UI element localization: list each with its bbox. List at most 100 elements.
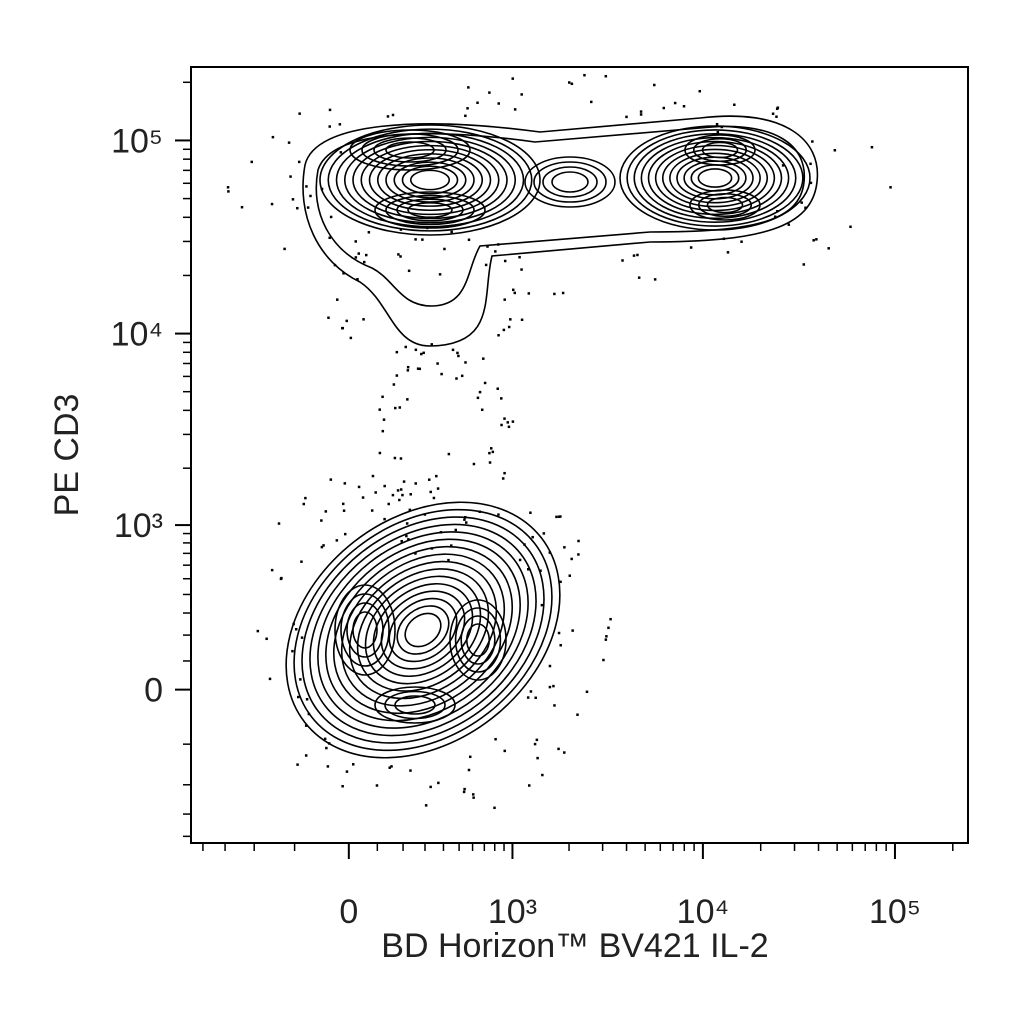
event [557,631,561,635]
contour [626,129,804,227]
x-tick-label: 10³ [488,893,537,931]
event [424,804,428,807]
event [501,477,505,480]
contour [309,523,537,737]
event [775,115,778,118]
contour [340,593,390,667]
contour [706,196,744,214]
contour [409,169,451,191]
plot-frame [190,66,969,844]
event [849,225,852,229]
event [299,678,302,681]
event [526,696,530,699]
event [343,532,347,536]
event [305,698,309,701]
event [625,115,628,119]
event [324,510,328,513]
event [527,292,531,295]
event [497,334,500,337]
event [602,658,605,662]
event [716,131,720,134]
contour [404,612,442,648]
event [327,316,330,319]
event [520,318,524,322]
event [559,644,562,647]
event [291,198,295,201]
contour [692,137,748,163]
event [497,513,500,516]
event [802,263,806,266]
event [296,206,299,210]
event [520,268,523,271]
event [568,574,572,577]
event [557,515,561,518]
event [583,73,586,77]
event [378,451,382,455]
contour [334,584,396,676]
contour [633,133,797,224]
event [289,175,292,178]
event [567,81,571,84]
x-tick-label: 10⁵ [869,893,921,931]
event [329,215,333,219]
contour [373,137,447,163]
event [397,253,400,256]
event [662,106,666,110]
event [435,474,438,478]
event [500,423,503,427]
event [484,263,488,267]
contour [524,156,616,208]
event [585,690,589,694]
event [621,259,624,262]
event [268,677,272,681]
event [406,369,410,372]
event [463,787,466,791]
event [307,712,311,716]
event [341,326,345,330]
contour [364,575,482,685]
event [409,769,412,772]
event [325,746,328,750]
event [776,209,779,213]
event [889,186,892,189]
event [443,247,446,251]
event [467,86,470,89]
event [464,521,468,524]
event [467,238,471,242]
y-tick-label: 10³ [114,507,163,545]
event [250,160,253,164]
event [483,381,487,385]
event [494,737,497,741]
event [414,238,417,241]
event [511,288,515,292]
event [740,240,743,243]
event [328,108,332,112]
contour [661,148,769,208]
event [511,77,515,80]
event [409,493,412,496]
event [367,231,371,234]
event [557,747,560,751]
event [637,276,641,279]
contours [285,124,811,759]
event [787,223,791,226]
contour [385,141,435,159]
event [406,365,410,369]
event [309,194,312,198]
event [354,240,357,243]
event [386,115,390,118]
event [399,488,403,491]
event [488,451,491,455]
event [553,704,556,707]
event [534,696,537,700]
event [405,522,409,525]
event [576,713,579,716]
event [336,298,339,301]
event [392,383,396,386]
event [270,202,274,206]
event [298,112,301,115]
contour [542,166,598,198]
contour [407,202,453,219]
event [460,374,464,378]
event [548,551,552,554]
